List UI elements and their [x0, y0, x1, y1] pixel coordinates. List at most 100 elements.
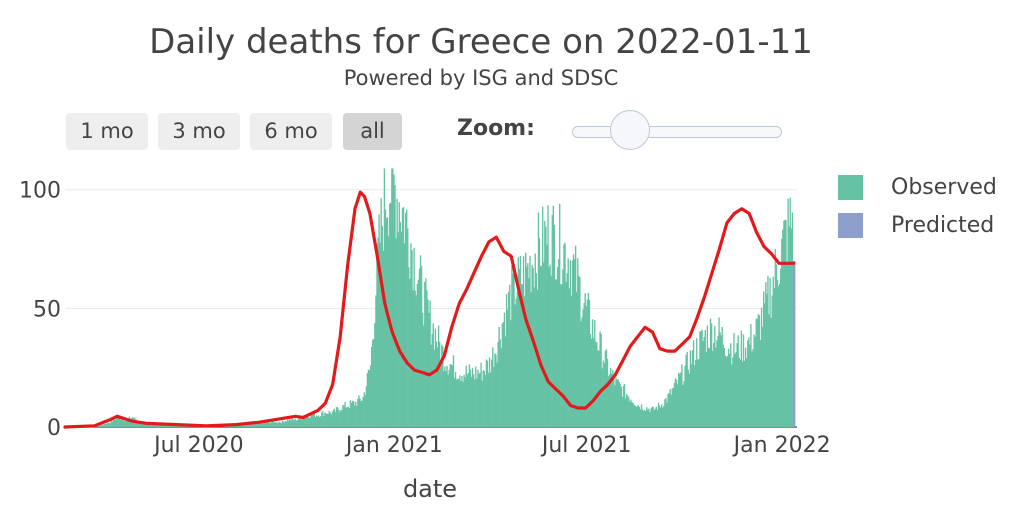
observed-bar: [438, 341, 441, 427]
observed-bar: [298, 417, 301, 427]
observed-bar: [446, 366, 448, 427]
observed-bar: [113, 419, 116, 427]
observed-bar: [265, 422, 268, 427]
observed-bar: [429, 300, 431, 427]
legend-item-observed[interactable]: Observed: [838, 174, 997, 200]
observed-bar: [489, 372, 492, 427]
range-3-months-button[interactable]: 3 mo: [158, 113, 240, 150]
observed-bar: [764, 303, 766, 427]
observed-bar: [590, 338, 593, 427]
observed-bar: [155, 424, 157, 427]
observed-bar: [752, 349, 754, 427]
observed-bar: [315, 415, 318, 427]
observed-bar: [453, 378, 456, 427]
observed-bar: [381, 225, 383, 427]
observed-bar: [597, 350, 599, 427]
observed-bar: [651, 407, 653, 427]
observed-bar: [775, 264, 778, 427]
observed-bar: [436, 347, 439, 427]
observed-bar: [474, 379, 476, 427]
observed-bar: [460, 380, 462, 427]
observed-bar: [109, 423, 111, 427]
range-6-months-button[interactable]: 6 mo: [250, 113, 332, 150]
observed-bar: [333, 408, 336, 427]
observed-bar: [403, 243, 406, 427]
observed-bar: [242, 424, 244, 427]
observed-bar: [615, 377, 617, 427]
range-all-button[interactable]: all: [343, 113, 402, 150]
observed-bar: [283, 422, 286, 427]
observed-bar: [519, 255, 522, 427]
observed-bar: [465, 365, 467, 427]
observed-bar: [369, 365, 372, 427]
observed-bar: [368, 370, 371, 427]
legend-item-predicted[interactable]: Predicted: [838, 212, 994, 238]
observed-bar: [627, 395, 629, 427]
observed-bar: [572, 254, 575, 427]
predicted-bar: [793, 260, 796, 427]
observed-bar: [720, 335, 722, 427]
observed-bar: [571, 260, 574, 427]
observed-bar: [650, 408, 652, 427]
observed-bar: [487, 372, 490, 427]
observed-bar: [724, 355, 727, 427]
observed-bar: [576, 291, 578, 427]
observed-bar: [602, 360, 604, 427]
observed-bar: [763, 291, 765, 427]
zoom-slider-handle[interactable]: [610, 110, 650, 150]
observed-bar: [774, 249, 777, 427]
observed-bar: [726, 355, 729, 427]
observed-bar: [737, 335, 739, 427]
legend-swatch-observed: [838, 174, 863, 200]
observed-bar: [727, 348, 730, 427]
observed-bar: [738, 357, 740, 427]
observed-bar: [338, 409, 340, 427]
observed-bar: [647, 409, 649, 427]
observed-bar: [539, 266, 542, 427]
observed-bar: [263, 421, 266, 427]
observed-bar: [641, 409, 644, 427]
observed-bar: [125, 419, 127, 427]
observed-bar: [530, 292, 532, 427]
observed-bar: [678, 372, 680, 427]
observed-bar: [547, 205, 549, 427]
observed-bar: [493, 366, 495, 427]
observed-bar: [565, 282, 567, 427]
observed-bar: [622, 385, 625, 427]
observed-bar: [144, 423, 147, 427]
observed-bar: [272, 421, 274, 427]
observed-bar: [545, 226, 547, 427]
observed-bar: [526, 266, 528, 427]
observed-bar: [458, 379, 460, 427]
observed-bar: [447, 374, 449, 427]
observed-bar: [367, 369, 370, 427]
observed-bar: [380, 198, 382, 427]
trend-line-group: [63, 190, 796, 429]
observed-bar: [690, 363, 693, 427]
observed-bar: [596, 342, 598, 427]
observed-bar: [494, 353, 496, 427]
observed-bar: [467, 373, 470, 427]
range-1-month-button[interactable]: 1 mo: [66, 113, 148, 150]
observed-bar: [324, 412, 326, 427]
observed-bar: [417, 279, 420, 427]
observed-bar: [389, 203, 391, 427]
observed-bar: [618, 381, 620, 427]
observed-bar: [716, 340, 718, 427]
observed-bar: [606, 358, 609, 427]
observed-bar: [770, 318, 772, 427]
observed-bar: [527, 263, 529, 427]
observed-bar: [136, 420, 138, 427]
observed-bar: [787, 198, 789, 427]
observed-bar: [332, 409, 335, 427]
observed-bar: [464, 377, 466, 427]
observed-bar: [164, 425, 167, 427]
observed-bar: [639, 409, 642, 427]
observed-bar: [299, 418, 302, 427]
observed-bar: [158, 424, 160, 427]
observed-bar: [291, 418, 293, 427]
observed-bar: [266, 421, 269, 427]
x-tick-label: Jul 2021: [540, 433, 632, 458]
observed-bar: [601, 368, 603, 427]
observed-bar: [366, 372, 369, 427]
